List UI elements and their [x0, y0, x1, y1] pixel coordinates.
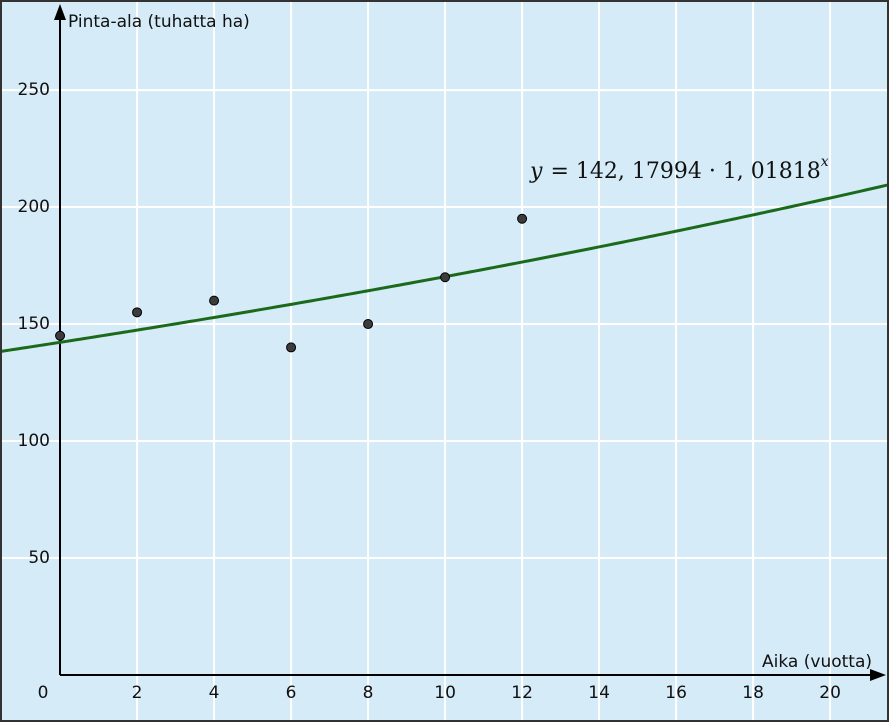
- x-tick-label: 12: [511, 683, 533, 703]
- x-tick-label: 2: [132, 683, 143, 703]
- x-tick-label: 14: [588, 683, 610, 703]
- y-axis-arrow: [54, 4, 66, 20]
- y-tick-label: 200: [18, 197, 50, 217]
- y-tick-label: 250: [18, 80, 50, 100]
- equation-rhs: = 142, 17994 · 1, 01818: [550, 159, 820, 184]
- data-point: [132, 307, 143, 318]
- data-point: [55, 330, 66, 341]
- x-tick-label: 20: [819, 683, 841, 703]
- x-tick-label: 18: [742, 683, 764, 703]
- x-tick-label: 16: [665, 683, 687, 703]
- y-tick-label: 150: [18, 314, 50, 334]
- x-tick-label: 0: [38, 683, 49, 703]
- data-point: [286, 342, 297, 353]
- x-tick-label: 6: [286, 683, 297, 703]
- x-tick-label: 10: [434, 683, 456, 703]
- equation-lhs: y: [529, 159, 543, 184]
- x-tick-label: 8: [363, 683, 374, 703]
- x-axis-label: Aika (vuotta): [762, 652, 872, 672]
- data-point: [440, 272, 451, 283]
- y-tick-label: 100: [18, 431, 50, 451]
- y-tick-label: 50: [28, 548, 50, 568]
- axes: [54, 4, 886, 681]
- equation: y = 142, 17994 · 1, 01818x: [529, 154, 829, 184]
- equation-exponent: x: [821, 154, 829, 170]
- data-point: [517, 213, 528, 224]
- x-axis-arrow: [870, 669, 886, 681]
- data-point: [363, 319, 374, 330]
- x-tick-label: 4: [209, 683, 220, 703]
- data-point: [209, 295, 220, 306]
- y-axis-label: Pinta-ala (tuhatta ha): [68, 12, 250, 32]
